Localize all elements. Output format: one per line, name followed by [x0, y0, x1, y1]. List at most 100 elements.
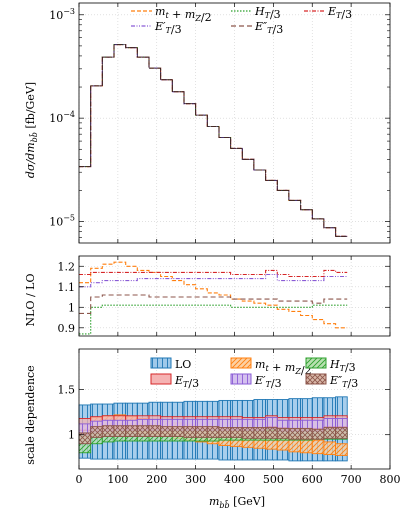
scale-band-5-hatch: [312, 429, 324, 440]
scale-band-5-hatch: [148, 425, 161, 437]
scale-band-4-hatch: [79, 423, 91, 435]
scale-band-5-hatch: [207, 426, 219, 438]
main-legend-label: ET/3: [327, 5, 352, 21]
scale-legend-swatch-edge: [305, 373, 327, 385]
ratio-series-2-line: [79, 269, 348, 278]
scale-band-5-hatch: [265, 427, 278, 439]
scale-band-5-hatch: [253, 427, 266, 439]
scale-band-4-hatch: [195, 419, 208, 431]
scale-band-5-hatch: [277, 428, 289, 439]
scale-legend-label: E′T/3: [254, 374, 282, 390]
main-series-4-line: [79, 44, 348, 237]
ratio-series-4-line: [79, 294, 348, 314]
scale-legend-label: ET/3: [174, 374, 199, 390]
scale-legend-swatch-edge: [150, 373, 172, 385]
scale-band-5-hatch: [183, 426, 196, 438]
scale-legend-swatch-edge: [150, 357, 172, 369]
scale-legend-swatch-hatch: [306, 358, 326, 368]
ratio-series-3-line: [79, 273, 348, 288]
x-tick-label: 0: [76, 473, 83, 486]
scale-band-5-hatch: [300, 428, 313, 440]
x-tick-label: 400: [224, 473, 245, 486]
scale-band-1-hatch: [323, 441, 336, 455]
scale-legend-label: LO: [175, 358, 191, 371]
ratio-y-axis-label: NLO / LO: [24, 274, 37, 327]
scale-legend-swatch-hatch: [231, 358, 251, 368]
scale-band-4-hatch: [207, 419, 219, 431]
scale-band-5-hatch: [125, 425, 138, 437]
scale-band-5-edge: [335, 427, 348, 439]
scale-band-5-hatch: [90, 426, 103, 438]
scale-band-4-hatch: [230, 419, 243, 431]
scale-legend-swatch-hatch: [231, 374, 251, 384]
scale-band-5-hatch: [195, 426, 208, 438]
scale-band-4-hatch: [312, 420, 324, 432]
scale-band-4-hatch: [253, 419, 266, 431]
scale-band-1-hatch: [277, 435, 289, 451]
x-tick-label: 700: [341, 473, 362, 486]
main-legend-label: E″T/3: [254, 20, 283, 36]
ratio-y-tick-label: 1.2: [58, 260, 76, 273]
main-series-3-line: [79, 44, 348, 237]
scale-band-4-hatch: [148, 419, 161, 431]
main-y-tick-label: 10−4: [49, 110, 75, 125]
scale-y-tick-label: 1: [68, 429, 75, 442]
scale-band-1-hatch: [300, 438, 313, 453]
scale-band-4-hatch: [288, 420, 301, 432]
main-y-tick-label: 10−5: [49, 214, 75, 229]
scale-band-5-hatch: [160, 426, 173, 437]
scale-band-5-hatch: [137, 425, 149, 437]
main-legend: mt + mZ/2 HT/3 ET/3 E′T/3 E″T/3: [131, 5, 352, 36]
scale-band-4-hatch: [277, 420, 289, 432]
scale-legend: LO mt + mZ/2 HT/3 ET/3 E′T/3 E″T/3: [150, 357, 358, 390]
scale-band-1-hatch: [312, 440, 324, 454]
scale-legend-swatch-edge: [305, 357, 327, 369]
ratio-y-tick-label: 1: [68, 301, 75, 314]
scale-y-tick-label: 1.5: [58, 384, 76, 397]
panel-scale: 0 100 200 300 400 500 600 700 800 1 1.5 LO mt + mZ/2…: [58, 348, 401, 486]
main-series-2-line: [79, 44, 348, 237]
scale-band-4-hatch: [300, 420, 313, 432]
scale-band-5-hatch: [230, 427, 243, 438]
ratio-y-tick-label: 1.1: [58, 281, 76, 294]
scale-band-5-hatch: [113, 425, 126, 437]
x-tick-label: 300: [185, 473, 206, 486]
x-tick-label: 200: [146, 473, 167, 486]
main-legend-label: E′T/3: [154, 20, 182, 36]
x-tick-label: 500: [263, 473, 284, 486]
scale-band-4-hatch: [160, 419, 173, 431]
scale-band-4-hatch: [137, 419, 149, 431]
x-tick-label: 600: [302, 473, 323, 486]
panel-main: 10−5 10−4 10−3 mt + mZ/2 HT/3 ET/3 E′T/3 E″T/3: [49, 2, 391, 244]
main-series-0-line: [79, 44, 348, 237]
scale-band-4-hatch: [265, 417, 278, 429]
scale-band-4-hatch: [323, 418, 336, 430]
scale-band-5-hatch: [242, 427, 254, 439]
scale-band-4-hatch: [125, 420, 138, 431]
scale-band-4-hatch: [113, 420, 126, 431]
panel-ratio: 0.9 1 1.1 1.2: [58, 255, 391, 337]
x-tick-label: 800: [380, 473, 401, 486]
main-series-5-line: [79, 44, 348, 237]
scale-band-5-hatch: [172, 426, 184, 437]
scale-band-4-hatch: [242, 419, 254, 431]
scale-band-5-hatch: [102, 425, 114, 437]
main-legend-label: mt + mZ/2: [155, 5, 212, 24]
scale-band-5-hatch: [335, 427, 348, 439]
scale-y-axis-label: scale dependence: [24, 365, 37, 464]
ratio-series-0-line: [79, 261, 348, 329]
scale-band-1-hatch: [265, 433, 278, 450]
main-y-axis-label: dσ/dmbb̄ [fb/GeV]: [24, 82, 39, 178]
scale-legend-swatch: [151, 374, 171, 384]
scale-legend-label: mt + mZ/2: [255, 358, 312, 377]
scale-band-4-hatch: [335, 418, 348, 430]
scale-legend-swatch-hatch: [306, 374, 326, 384]
scale-band-5-hatch: [218, 427, 231, 438]
scale-legend-swatch-hatch: [151, 358, 171, 368]
scale-band-5-hatch: [323, 427, 336, 439]
scale-band-4-hatch: [183, 419, 196, 431]
ratio-series-1-line: [79, 304, 348, 335]
scale-band-1-edge: [335, 443, 348, 456]
scale-band-4-hatch: [218, 419, 231, 431]
